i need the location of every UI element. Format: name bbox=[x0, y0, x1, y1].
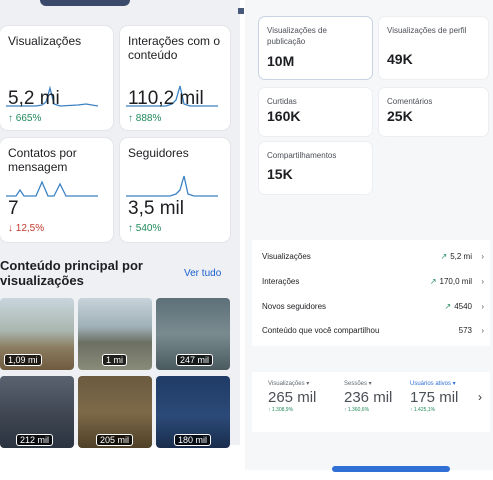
stat-label: Usuários ativos ▾ bbox=[410, 381, 456, 387]
thumbnail-views: 180 mil bbox=[174, 434, 212, 446]
metric-card-title: Visualizações bbox=[8, 34, 82, 48]
metric-card-value: 110,2 mil bbox=[128, 88, 204, 109]
row-value-wrap: ↗ 4540 bbox=[445, 302, 473, 311]
stat-change: ↑ 1.425,1% bbox=[410, 407, 436, 413]
row-label: Conteúdo que você compartilhou bbox=[262, 326, 380, 335]
summary-row-new-followers[interactable]: Novos seguidores ↗ 4540 › bbox=[262, 302, 484, 320]
trend-up-icon: ↗ bbox=[429, 277, 437, 286]
content-thumbnail-rescue[interactable]: 180 mil bbox=[156, 376, 230, 448]
metric-card-followers[interactable]: Seguidores 3,5 mil ↑ 540% bbox=[120, 138, 230, 242]
messages-sparkline bbox=[6, 180, 98, 197]
metric-card-change: ↑ 665% bbox=[8, 113, 42, 124]
post-views-card[interactable]: Visualizações de publicação 10M bbox=[259, 17, 372, 79]
content-thumbnail-water[interactable]: 205 mil bbox=[78, 376, 152, 448]
stat-change: ↑ 1.308,9% bbox=[268, 407, 294, 413]
row-value: 5,2 mi bbox=[450, 252, 472, 261]
interactions-sparkline bbox=[126, 85, 218, 107]
row-label: Novos seguidores bbox=[262, 302, 327, 311]
stat-label: Sessões ▾ bbox=[344, 381, 372, 387]
chevron-right-icon[interactable]: › bbox=[478, 390, 482, 404]
content-thumbnail-aerial[interactable]: 247 mil bbox=[156, 298, 230, 370]
metric-card-value: 5,2 mi bbox=[8, 88, 60, 109]
stat-value: 236 mil bbox=[344, 389, 393, 406]
stat-change: ↑ 1.360,6% bbox=[344, 407, 370, 413]
card-label: Compartilhamentos bbox=[267, 151, 337, 160]
row-value: 4540 bbox=[454, 302, 472, 311]
metric-card-change: ↑ 540% bbox=[128, 223, 162, 234]
chevron-right-icon: › bbox=[481, 252, 484, 261]
metric-card-title: Contatos por mensagem bbox=[8, 146, 77, 174]
likes-card[interactable]: Curtidas 160K bbox=[259, 88, 372, 136]
analytics-stats: Visualizações ▾ 265 mil ↑ 1.308,9% Sessõ… bbox=[252, 372, 490, 432]
stat-label: Visualizações ▾ bbox=[268, 381, 310, 387]
thumbnail-views: 1,09 mi bbox=[4, 354, 42, 366]
row-label: Interações bbox=[262, 277, 300, 286]
comments-card[interactable]: Comentários 25K bbox=[379, 88, 488, 136]
views-sparkline bbox=[6, 85, 98, 107]
row-label: Visualizações bbox=[262, 252, 311, 261]
metric-card-title: Seguidores bbox=[128, 146, 189, 160]
card-label: Visualizações de perfil bbox=[387, 26, 467, 35]
stat-active-users[interactable]: Usuários ativos ▾ 175 mil ↑ 1.425,1% bbox=[410, 380, 480, 413]
thumbnail-views: 247 mil bbox=[176, 354, 214, 366]
metric-card-value: 7 bbox=[8, 198, 19, 219]
profile-views-card[interactable]: Visualizações de perfil 49K bbox=[379, 17, 488, 79]
see-all-link[interactable]: Ver tudo bbox=[184, 268, 222, 279]
card-value: 160K bbox=[267, 108, 301, 124]
chevron-right-icon: › bbox=[481, 302, 484, 311]
card-label: Comentários bbox=[387, 97, 433, 106]
card-value: 25K bbox=[387, 108, 413, 124]
top-indicator bbox=[238, 8, 244, 14]
row-value-wrap: 573 bbox=[459, 326, 472, 335]
content-thumbnail-boats[interactable]: 1 mi bbox=[78, 298, 152, 370]
card-value: 10M bbox=[267, 53, 295, 69]
shares-card[interactable]: Compartilhamentos 15K bbox=[259, 142, 372, 194]
row-value-wrap: ↗ 5,2 mi bbox=[441, 252, 473, 261]
stat-views[interactable]: Visualizações ▾ 265 mil ↑ 1.308,9% bbox=[268, 380, 338, 413]
card-label: Visualizações de publicação bbox=[267, 26, 327, 46]
summary-row-views[interactable]: Visualizações ↗ 5,2 mi › bbox=[262, 252, 484, 270]
stat-value: 265 mil bbox=[268, 389, 317, 406]
card-label: Curtidas bbox=[267, 97, 297, 106]
card-value: 49K bbox=[387, 51, 413, 67]
card-value: 15K bbox=[267, 166, 293, 182]
metric-card-title: Interações com o conteúdo bbox=[128, 34, 221, 62]
row-value: 573 bbox=[458, 326, 472, 335]
summary-row-interactions[interactable]: Interações ↗ 170,0 mil › bbox=[262, 277, 484, 295]
summary-list: Visualizações ↗ 5,2 mi › Interações ↗ 170,… bbox=[252, 240, 490, 346]
followers-sparkline bbox=[126, 175, 218, 197]
content-thumbnail-portrait[interactable]: 212 mil bbox=[0, 376, 74, 448]
metric-card-change: ↓ 12,5% bbox=[8, 223, 45, 234]
content-thumbnail-flood[interactable]: 1,09 mi bbox=[0, 298, 74, 370]
top-content-title: Conteúdo principal por visualizações bbox=[0, 258, 143, 288]
chevron-right-icon: › bbox=[481, 277, 484, 286]
summary-row-shared-content[interactable]: Conteúdo que você compartilhou 573 › bbox=[262, 326, 484, 344]
chevron-right-icon: › bbox=[481, 326, 484, 335]
metric-card-value: 3,5 mil bbox=[128, 198, 184, 219]
top-bar-fragment bbox=[40, 0, 130, 6]
metric-card-messages[interactable]: Contatos por mensagem 7 ↓ 12,5% bbox=[0, 138, 113, 242]
stat-value: 175 mil bbox=[410, 389, 459, 406]
metric-card-change: ↑ 888% bbox=[128, 113, 162, 124]
active-tab-indicator bbox=[332, 466, 450, 472]
row-value: 170,0 mil bbox=[439, 277, 472, 286]
stat-sessions[interactable]: Sessões ▾ 236 mil ↑ 1.360,6% bbox=[344, 380, 414, 413]
thumbnail-views: 205 mil bbox=[96, 434, 134, 446]
thumbnail-views: 1 mi bbox=[102, 354, 128, 366]
metric-card-views[interactable]: Visualizações 5,2 mi ↑ 665% bbox=[0, 26, 113, 130]
thumbnail-views: 212 mil bbox=[16, 434, 54, 446]
trend-up-icon: ↗ bbox=[444, 302, 452, 311]
trend-up-icon: ↗ bbox=[440, 252, 448, 261]
metric-card-interactions[interactable]: Interações com o conteúdo 110,2 mil ↑ 88… bbox=[120, 26, 230, 130]
row-value-wrap: ↗ 170,0 mil bbox=[430, 277, 472, 286]
